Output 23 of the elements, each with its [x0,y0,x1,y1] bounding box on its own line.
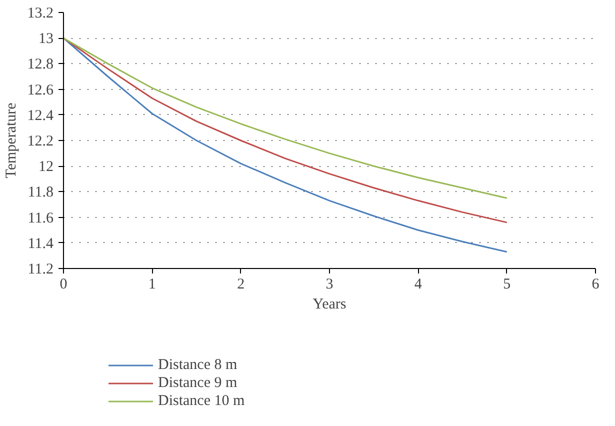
y-tick-label: 11.8 [28,184,54,201]
legend-label: Distance 8 m [158,356,238,374]
y-tick-label: 11.2 [28,262,54,278]
y-tick-label: 12.2 [27,134,54,150]
y-tick-label: 12 [38,159,54,176]
x-tick-label: 2 [237,276,245,292]
y-tick-label: 12.6 [27,82,54,98]
x-tick-label: 4 [414,276,422,292]
x-tick-label: 3 [326,276,334,292]
y-tick-label: 11.6 [28,210,54,226]
legend-label: Distance 9 m [158,374,238,392]
x-tick-label: 5 [503,276,511,292]
x-tick-label: 6 [592,276,600,292]
x-tick-label: 0 [60,276,68,292]
y-tick-label: 13 [38,31,54,48]
y-tick-label: 13.2 [27,6,54,22]
y-tick-label: 11.4 [28,236,54,252]
legend-label: Distance 10 m [158,392,245,410]
y-axis-title: Temperature [3,102,20,178]
y-tick-label: 12.8 [27,56,54,73]
x-tick-label: 1 [148,276,156,292]
x-axis-title: Years [312,296,346,312]
y-tick-label: 12.4 [27,108,54,124]
